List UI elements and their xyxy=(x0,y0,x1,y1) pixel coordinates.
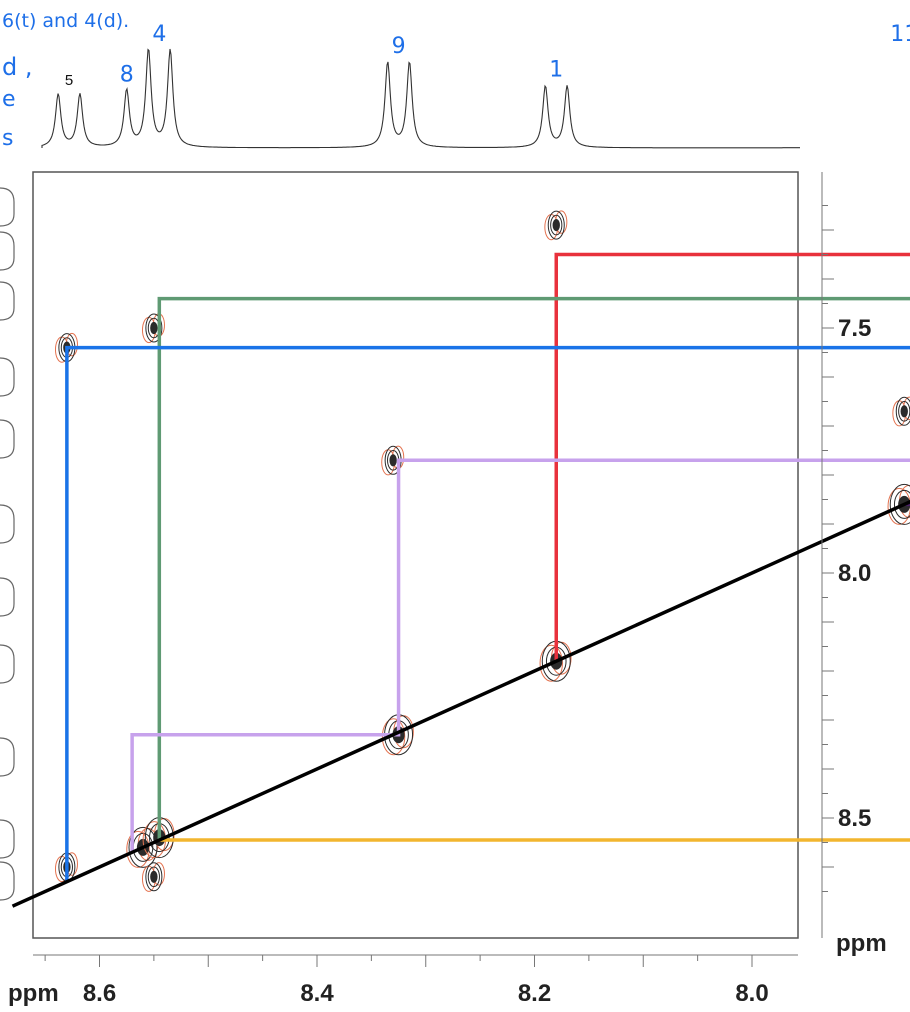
diagonal-line xyxy=(11,499,910,908)
positive-contour xyxy=(552,219,560,232)
cross-peak-15 xyxy=(544,210,568,241)
left-margin-vertical-projection xyxy=(0,187,15,901)
positive-contour xyxy=(900,405,908,418)
correlation-box-1 xyxy=(157,296,910,841)
y-tick-label-1: 8.0 xyxy=(838,560,871,587)
x-tick-label-0: 8.6 xyxy=(83,980,116,1007)
plot-frame xyxy=(32,171,799,939)
margin-strip-7 xyxy=(0,644,15,684)
correlation-box-0 xyxy=(554,252,910,662)
peak-label-9: 9 xyxy=(392,34,406,59)
positive-contour xyxy=(895,396,910,426)
y-tick-label-0: 7.5 xyxy=(838,315,871,342)
positive-contour xyxy=(150,321,158,335)
correlation-box-3 xyxy=(396,458,910,733)
correlation-path xyxy=(157,296,910,841)
x-axis-label: ppm xyxy=(8,980,59,1007)
margin-strip-3 xyxy=(0,357,15,397)
diagonal xyxy=(11,499,910,908)
margin-strip-4 xyxy=(0,419,15,459)
positive-contour xyxy=(547,210,565,240)
cross-peak-24 xyxy=(141,862,165,892)
positive-contour xyxy=(893,489,910,519)
negative-contour xyxy=(539,644,563,682)
positive-contour xyxy=(128,826,158,868)
negative-contour xyxy=(126,830,150,868)
spectrum-trace xyxy=(41,48,800,149)
x-tick-label-1: 8.4 xyxy=(300,980,334,1007)
correlation-path xyxy=(65,345,910,882)
correlation-box-5 xyxy=(159,838,910,842)
margin-strip-2 xyxy=(0,281,15,321)
cross-peak-16 xyxy=(141,313,165,344)
correlation-box-2 xyxy=(65,345,910,882)
margin-strip-10 xyxy=(0,861,15,901)
note-line-2: d , xyxy=(2,53,33,81)
positive-contour xyxy=(145,862,163,892)
peak-label-11: 11 xyxy=(890,22,910,47)
y-tick-label-2: 8.5 xyxy=(838,805,871,832)
note-line-1: 6(t) and 4(d). xyxy=(2,10,129,32)
peak-label-4: 4 xyxy=(152,22,166,47)
positive-contour xyxy=(389,454,397,467)
positive-contour xyxy=(147,866,160,888)
y-axis: ppm 7.5 8.0 8.5 xyxy=(821,172,887,957)
correlation-path xyxy=(159,838,910,842)
peak-labels: 584911110137632 xyxy=(65,22,910,89)
positive-contour xyxy=(150,870,158,883)
correlation-path xyxy=(396,458,910,733)
note-line-3: e xyxy=(2,87,16,112)
margin-strip-1 xyxy=(0,231,15,271)
negative-contour xyxy=(887,487,910,525)
negative-contour xyxy=(381,718,406,756)
cross-peak-19 xyxy=(892,396,910,427)
positive-contour xyxy=(889,483,910,525)
x-tick-label-2: 8.2 xyxy=(518,980,551,1007)
proton-spectrum-projection xyxy=(41,48,800,149)
peak-label-8: 8 xyxy=(120,62,134,87)
note-line-4: s xyxy=(2,126,13,151)
positive-contour xyxy=(550,214,563,236)
x-tick-label-3: 8.0 xyxy=(735,980,768,1007)
correlation-boxes xyxy=(65,252,910,882)
peak-label-5: 5 xyxy=(65,72,73,89)
x-axis: ppm 8.68.48.28.07.87.67.4 xyxy=(8,954,798,1007)
margin-strip-8 xyxy=(0,737,15,777)
handwritten-notes: 6(t) and 4(d). d , e s xyxy=(2,10,129,151)
margin-strip-6 xyxy=(0,577,15,617)
margin-strip-5 xyxy=(0,504,15,544)
cross-peak-contours xyxy=(54,210,910,892)
y-axis-label: ppm xyxy=(836,930,887,957)
correlation-path xyxy=(554,252,910,662)
peak-label-1: 1 xyxy=(549,58,563,83)
positive-contour xyxy=(145,313,163,343)
margin-strip-9 xyxy=(0,819,15,859)
margin-strip-0 xyxy=(0,187,15,227)
